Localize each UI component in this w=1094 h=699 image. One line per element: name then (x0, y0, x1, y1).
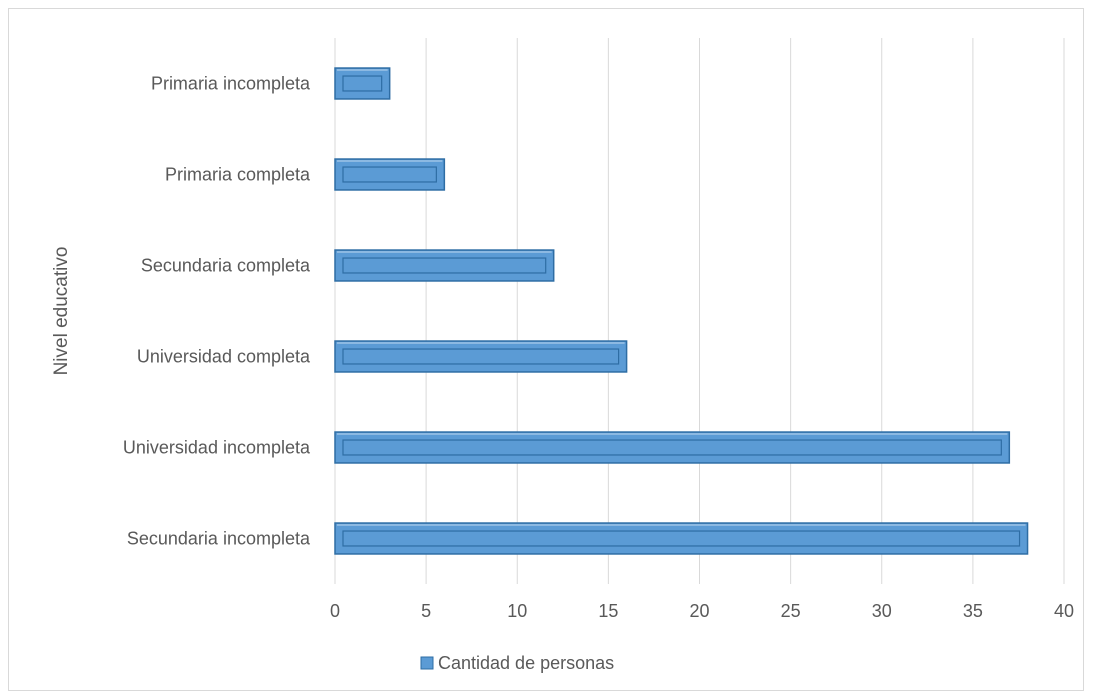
bar-5 (334, 67, 391, 100)
bar-bevel (342, 257, 547, 274)
bar-body (334, 158, 446, 191)
bar-bevel (342, 348, 620, 365)
legend-swatch (420, 656, 434, 670)
bar-body (334, 340, 628, 373)
y-tick-label: Universidad incompleta (123, 438, 311, 458)
bar-body (334, 67, 391, 100)
x-tick-20: 20 (689, 601, 709, 621)
x-tick-30: 30 (872, 601, 892, 621)
bar-bevel (342, 530, 1021, 547)
gridlines (334, 38, 1065, 584)
x-tick-0: 0 (330, 601, 340, 621)
y-axis-title: Nivel educativo (51, 247, 72, 376)
bar-2 (334, 340, 628, 373)
legend: Cantidad de personas (420, 653, 614, 673)
bars (334, 67, 1029, 555)
legend-label: Cantidad de personas (438, 653, 614, 673)
x-tick-25: 25 (781, 601, 801, 621)
x-tick-10: 10 (507, 601, 527, 621)
bar-body (334, 522, 1029, 555)
x-tick-15: 15 (598, 601, 618, 621)
bar-bevel (342, 75, 383, 92)
bar-4 (334, 158, 446, 191)
bar-bevel (342, 439, 1002, 456)
bar-0 (334, 522, 1029, 555)
x-tick-5: 5 (421, 601, 431, 621)
y-tick-label: Universidad completa (137, 347, 311, 367)
bar-body (334, 431, 1011, 464)
x-tick-labels: 0 5 10 15 20 25 30 35 40 (330, 601, 1074, 621)
bar-bevel (342, 166, 437, 183)
bar-body (334, 249, 555, 282)
x-tick-40: 40 (1054, 601, 1074, 621)
x-tick-35: 35 (963, 601, 983, 621)
y-tick-label: Secundaria completa (141, 256, 311, 276)
y-tick-label: Secundaria incompleta (127, 529, 311, 549)
y-tick-labels: Secundaria incompleta Universidad incompl… (123, 74, 311, 549)
bar-1 (334, 431, 1011, 464)
bar-3 (334, 249, 555, 282)
y-tick-label: Primaria incompleta (151, 74, 311, 94)
y-tick-label: Primaria completa (165, 165, 311, 185)
